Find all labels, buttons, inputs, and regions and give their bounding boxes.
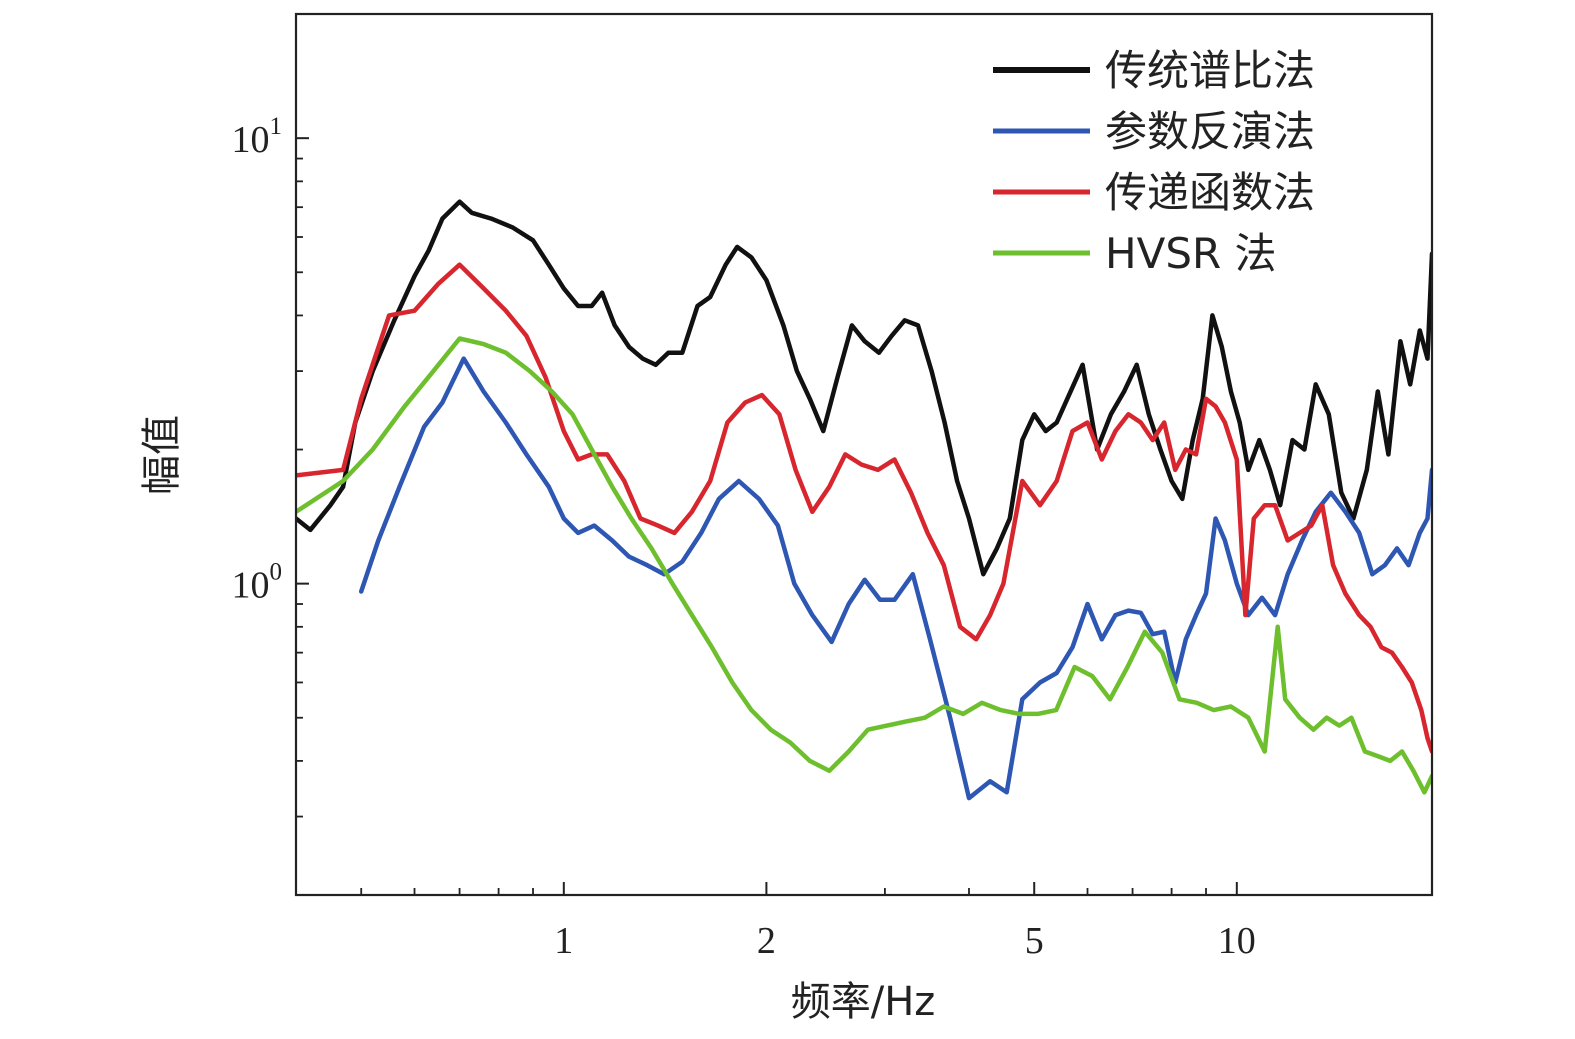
y-tick-label: 101 xyxy=(232,113,283,161)
y-axis-title: 幅值 xyxy=(139,415,185,495)
y-tick-label: 100 xyxy=(232,559,283,607)
legend-label-2: 参数反演法 xyxy=(1105,107,1315,156)
plot-frame xyxy=(294,12,1434,897)
x-tick-label: 5 xyxy=(1025,920,1044,962)
axes: 1 2 5 10 100 101 xyxy=(232,12,1434,962)
x-tick-label: 1 xyxy=(554,920,573,962)
legend-label-1: 传统谱比法 xyxy=(1105,46,1315,95)
x-axis-title: 频率/Hz xyxy=(791,979,936,1025)
legend-label-3: 传递函数法 xyxy=(1105,168,1315,217)
series-line-4 xyxy=(296,336,1432,795)
plot-area xyxy=(296,199,1432,801)
series-line-3 xyxy=(296,262,1432,754)
legend-label-4: HVSR 法 xyxy=(1105,229,1277,278)
series-line-2 xyxy=(358,356,1432,801)
series-line-1 xyxy=(296,199,1432,577)
x-tick-label: 10 xyxy=(1218,920,1256,962)
x-tick-label: 2 xyxy=(757,920,776,962)
